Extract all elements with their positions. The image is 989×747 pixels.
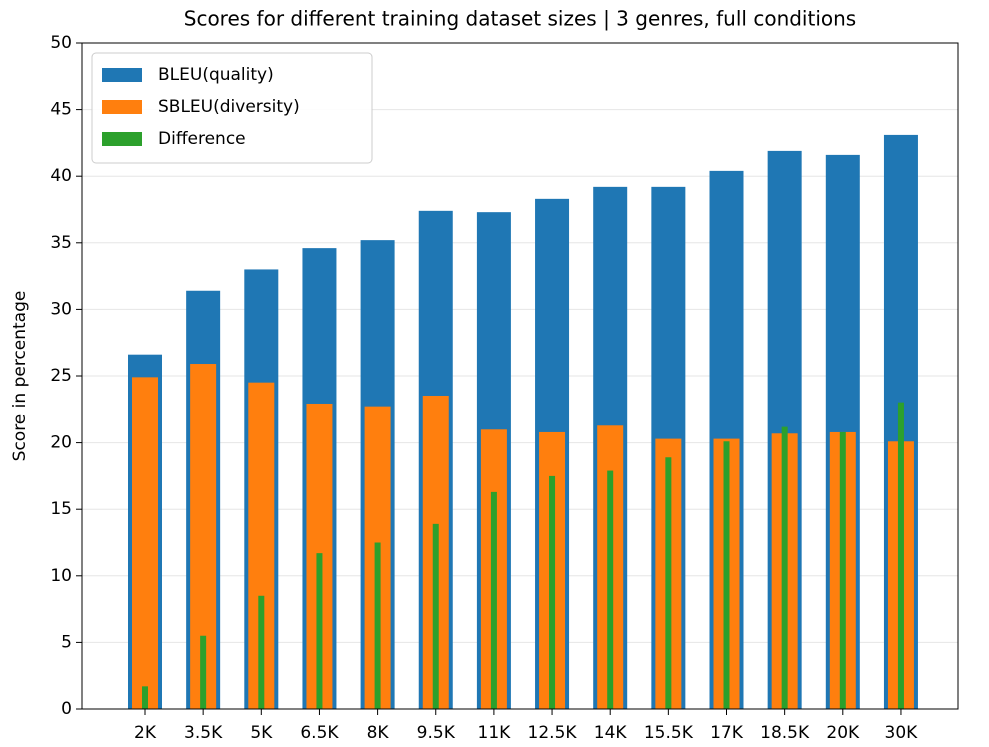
- y-tick-label: 10: [50, 566, 72, 586]
- bar: [132, 377, 158, 709]
- legend-label: BLEU(quality): [158, 65, 274, 85]
- x-tick-label: 3.5K: [184, 723, 223, 743]
- x-tick-label: 15.5K: [644, 723, 694, 743]
- y-tick-label: 50: [50, 33, 72, 53]
- y-axis-label: Score in percentage: [10, 291, 30, 462]
- y-tick-label: 45: [50, 100, 72, 120]
- legend-swatch: [102, 68, 142, 82]
- y-tick-label: 25: [50, 366, 72, 386]
- y-tick-label: 5: [61, 632, 72, 652]
- x-tick-label: 20K: [826, 723, 860, 743]
- bar: [432, 523, 439, 709]
- bar: [200, 635, 207, 709]
- bar: [142, 686, 148, 709]
- bar: [781, 426, 788, 709]
- x-tick-label: 11K: [478, 723, 512, 743]
- bar: [549, 475, 556, 709]
- x-tick-label: 18.5K: [760, 723, 810, 743]
- bar: [897, 402, 904, 709]
- x-tick-label: 2K: [134, 723, 157, 743]
- bar: [374, 542, 381, 709]
- chart-title: Scores for different training dataset si…: [184, 7, 856, 31]
- x-tick-label: 12.5K: [528, 723, 578, 743]
- legend-label: SBLEU(diversity): [158, 97, 300, 117]
- x-tick-label: 6.5K: [300, 723, 339, 743]
- y-tick-label: 35: [50, 233, 72, 253]
- x-tick-label: 8K: [367, 723, 390, 743]
- bar: [316, 553, 323, 709]
- bar: [723, 441, 730, 709]
- x-tick-label: 5K: [250, 723, 273, 743]
- legend-swatch: [102, 100, 142, 114]
- y-tick-label: 30: [50, 299, 72, 319]
- legend: BLEU(quality) SBLEU(diversity) Difference: [91, 52, 373, 164]
- bar: [258, 595, 265, 709]
- x-tick-label: 14K: [594, 723, 628, 743]
- legend-swatch: [102, 132, 142, 146]
- bar: [665, 457, 672, 709]
- y-tick-label: 15: [50, 499, 72, 519]
- bar: [839, 431, 846, 709]
- x-tick-label: 30K: [885, 723, 919, 743]
- bar: [607, 470, 614, 709]
- legend-box: [91, 52, 373, 164]
- y-tick-label: 20: [50, 433, 72, 453]
- y-tick-label: 0: [61, 699, 72, 719]
- y-tick-label: 40: [50, 166, 72, 186]
- bar: [490, 491, 497, 709]
- plot-frame: [81, 42, 959, 710]
- x-tick-label: 17K: [710, 723, 744, 743]
- x-tick-label: 9.5K: [417, 723, 456, 743]
- legend-label: Difference: [158, 129, 246, 149]
